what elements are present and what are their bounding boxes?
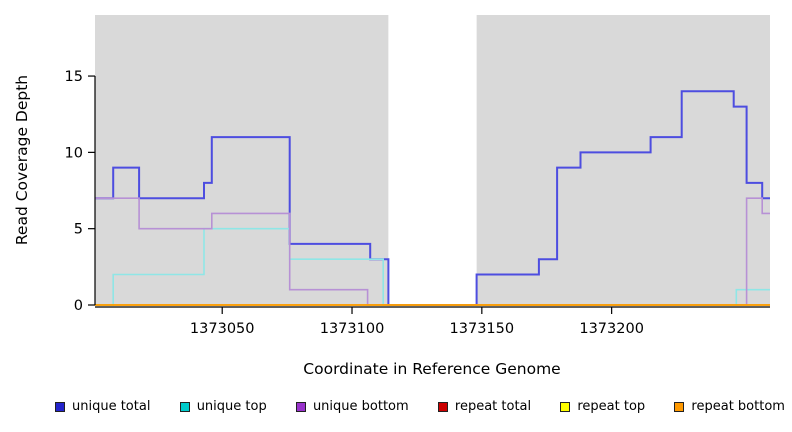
series-line-unique-bottom <box>95 197 770 306</box>
legend-label: unique top <box>196 399 267 414</box>
legend-item-unique-top: unique top <box>179 399 267 414</box>
legend-swatch-icon <box>179 401 190 412</box>
legend-label: unique bottom <box>312 399 409 414</box>
legend-item-unique-total: unique total <box>55 399 150 414</box>
legend-swatch-icon <box>55 401 65 412</box>
y-tick-label: 5 <box>74 222 83 238</box>
y-axis-label: Read Coverage Depth <box>13 74 31 246</box>
y-tick-label: 15 <box>65 69 83 85</box>
legend-item-unique-bottom: unique bottom <box>295 399 409 414</box>
y-tick-label: 0 <box>74 298 83 314</box>
x-tick-label: 1373200 <box>579 321 644 337</box>
legend-swatch-icon <box>674 401 685 412</box>
shaded-region <box>476 15 770 305</box>
shaded-region <box>95 15 389 305</box>
x-tick-label: 1373050 <box>190 321 255 337</box>
legend-label: unique total <box>72 399 151 414</box>
y-tick-label: 10 <box>65 145 83 161</box>
legend-label: repeat top <box>577 399 646 414</box>
legend-label: repeat total <box>454 399 532 414</box>
x-axis-label: Coordinate in Reference Genome <box>303 360 561 378</box>
legend: unique total unique top unique bottom repea… <box>55 399 785 414</box>
legend-swatch-icon <box>295 401 306 412</box>
legend-item-repeat-top: repeat top <box>560 399 645 414</box>
legend-item-repeat-bottom: repeat bottom <box>674 399 785 414</box>
legend-swatch-icon <box>437 401 448 412</box>
legend-label: repeat bottom <box>691 399 785 414</box>
series-line-unique-total <box>95 90 770 306</box>
legend-item-repeat-total: repeat total <box>437 399 532 414</box>
x-tick-label: 1373100 <box>320 321 385 337</box>
legend-swatch-icon <box>560 401 571 412</box>
x-tick-label: 1373150 <box>450 321 515 337</box>
